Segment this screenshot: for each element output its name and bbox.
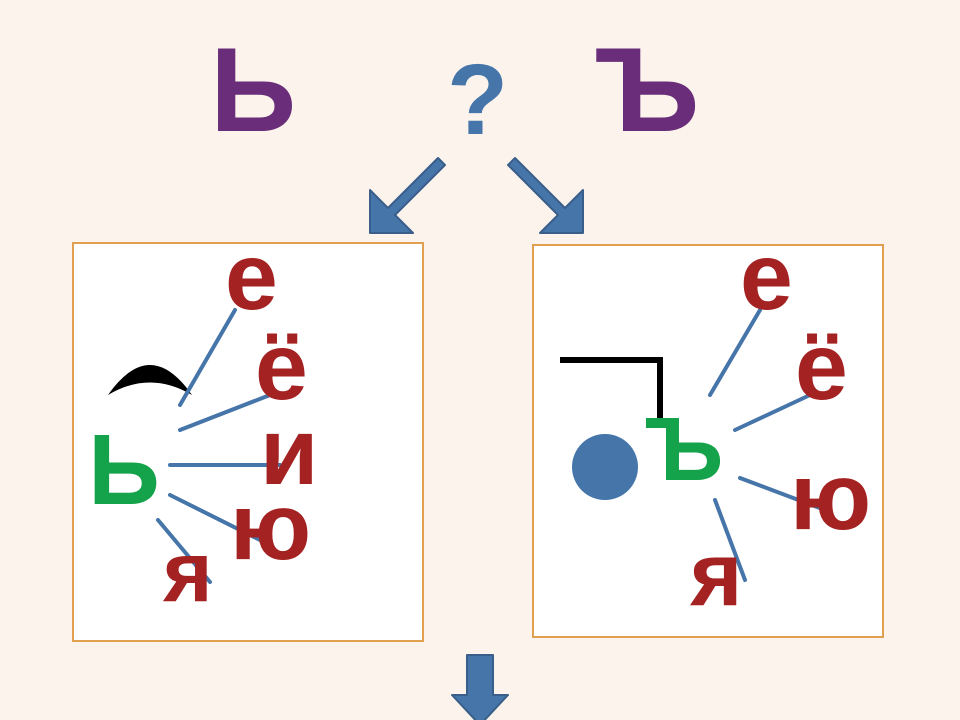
right-vowel-e: е	[740, 230, 793, 325]
root-arc-icon	[108, 365, 192, 395]
arrow-left	[370, 158, 445, 233]
prefix-dot-icon	[572, 434, 638, 500]
soft-sign-center: Ь	[88, 420, 160, 520]
hard-sign-center: Ъ	[645, 405, 723, 495]
right-vowel-ya: я	[690, 530, 743, 620]
title-hard-sign: Ъ	[595, 30, 699, 150]
arrow-right	[508, 158, 583, 233]
left-vowel-e: е	[225, 230, 278, 325]
title-soft-sign: Ь	[210, 30, 296, 150]
title-question: ?	[447, 50, 508, 150]
left-vowel-yu: ю	[230, 480, 311, 575]
left-vowel-ya: я	[163, 530, 213, 615]
stage: Ь ? Ъ Ь Ъ е ё и ю я е ё ю я	[0, 0, 960, 720]
arrow-down	[452, 655, 508, 720]
right-vowel-yu: ю	[790, 450, 871, 545]
right-vowel-yo: ё	[795, 320, 848, 415]
